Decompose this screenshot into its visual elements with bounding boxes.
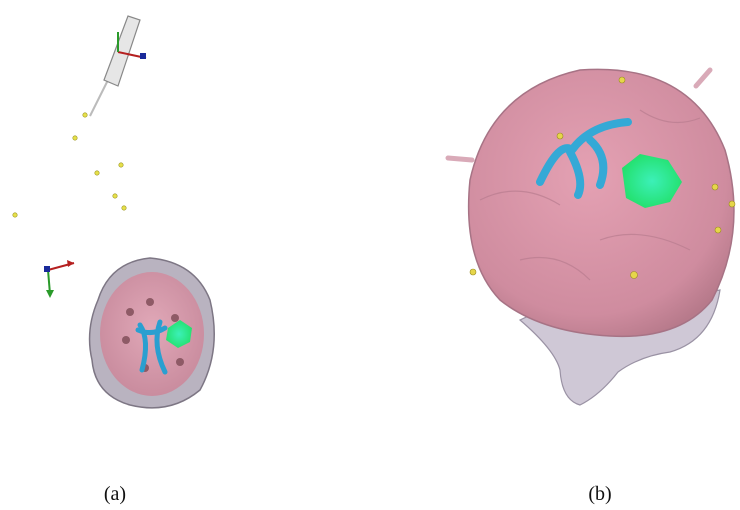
panel-b: (b) — [448, 69, 735, 505]
arrowhead — [67, 260, 74, 267]
fiducial — [557, 133, 563, 139]
hole — [126, 308, 134, 316]
fiducial — [712, 184, 718, 190]
hole — [176, 358, 184, 366]
fiducial — [113, 194, 117, 198]
axis-z — [44, 266, 50, 272]
hole — [171, 314, 179, 322]
probe-body — [104, 16, 140, 86]
fiducial — [13, 213, 17, 217]
fiducials — [13, 113, 126, 217]
fiducial — [631, 272, 638, 279]
figure: (a) (b) — [0, 0, 740, 510]
fiducial — [729, 201, 735, 207]
panel-label: (a) — [104, 483, 126, 505]
panel-label: (b) — [588, 483, 611, 505]
axis-z — [140, 53, 146, 59]
fiducial — [470, 269, 476, 275]
arrowhead — [46, 290, 54, 298]
fiducial — [122, 206, 126, 210]
hole — [122, 336, 130, 344]
fiducial — [73, 136, 77, 140]
probe — [90, 16, 146, 116]
panel-a: (a) — [13, 16, 214, 505]
head-model-b — [448, 69, 735, 405]
nub — [448, 158, 472, 160]
hole — [146, 298, 154, 306]
fiducial — [119, 163, 123, 167]
fiducial — [715, 227, 721, 233]
page: (a) (b) (() => { const data = JSON.parse… — [0, 0, 740, 510]
reference-axes — [44, 260, 74, 298]
fiducial — [95, 171, 99, 175]
fiducial — [619, 77, 625, 83]
brain — [469, 69, 734, 336]
nub — [696, 70, 710, 86]
head-model-a — [90, 258, 215, 408]
fiducial — [83, 113, 87, 117]
